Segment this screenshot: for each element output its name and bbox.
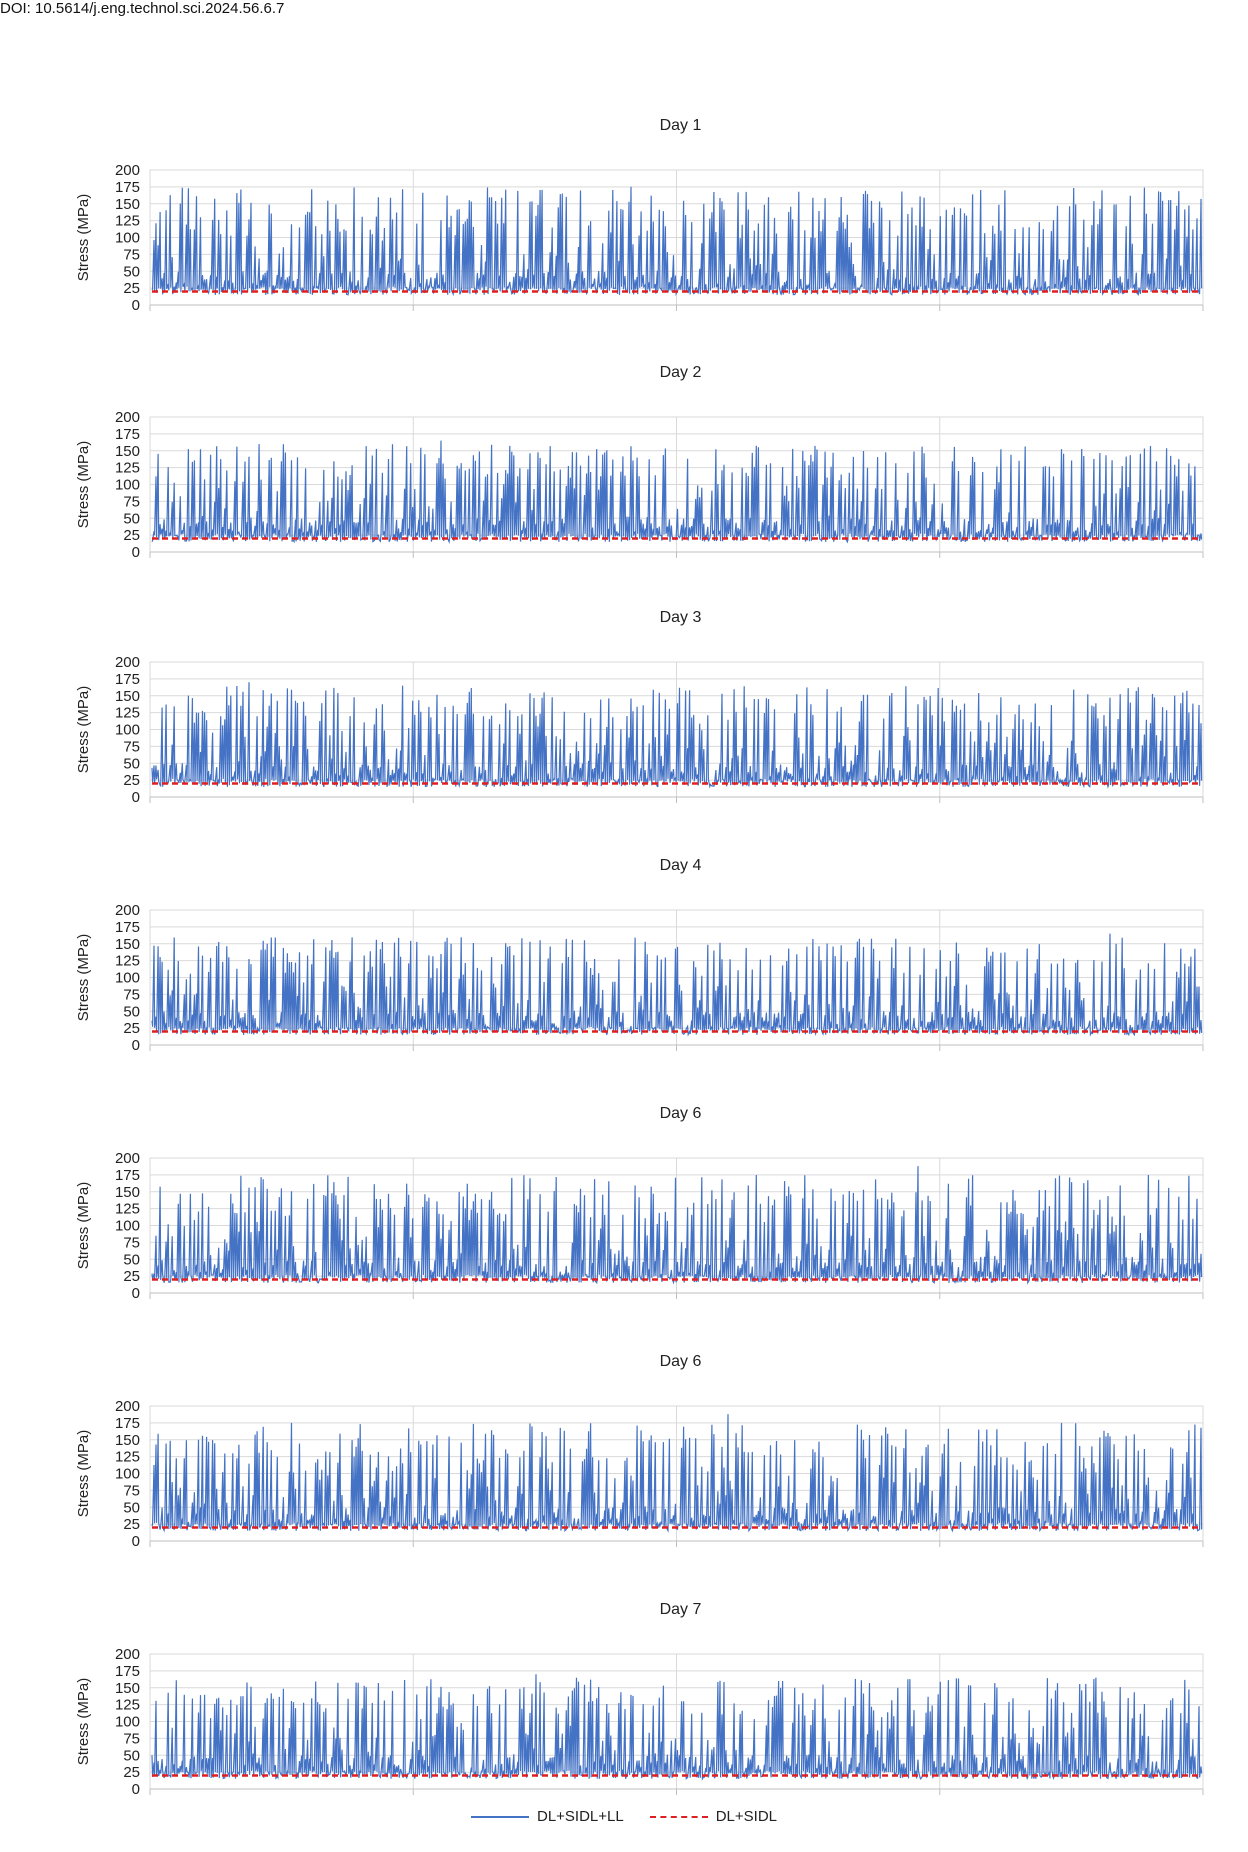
y-tick-label: 100 xyxy=(115,1218,140,1235)
series-live-load-line xyxy=(151,1414,1203,1533)
y-tick-label: 175 xyxy=(115,1663,140,1680)
y-tick-label: 100 xyxy=(115,1714,140,1731)
y-axis-label: Stress (MPa) xyxy=(75,441,92,529)
y-tick-label: 125 xyxy=(115,460,140,477)
y-tick-label: 75 xyxy=(123,1482,140,1499)
y-tick-label: 200 xyxy=(115,409,140,426)
chart-title: Day 6 xyxy=(660,1105,702,1122)
y-tick-label: 200 xyxy=(115,1398,140,1415)
y-tick-label: 100 xyxy=(115,1466,140,1483)
y-tick-label: 50 xyxy=(123,755,140,772)
y-tick-label: 0 xyxy=(132,1533,140,1550)
doi-text: DOI: 10.5614/j.eng.technol.sci.2024.56.6… xyxy=(0,0,285,17)
chart-title: Day 1 xyxy=(660,117,702,134)
y-tick-label: 50 xyxy=(123,1747,140,1764)
y-tick-label: 75 xyxy=(123,246,140,263)
y-tick-label: 175 xyxy=(115,179,140,196)
series-live-load-line xyxy=(151,1166,1203,1285)
y-tick-label: 100 xyxy=(115,722,140,739)
y-axis-label: Stress (MPa) xyxy=(75,1678,92,1766)
y-axis-label: Stress (MPa) xyxy=(75,194,92,282)
y-tick-label: 100 xyxy=(115,970,140,987)
series-live-load-line xyxy=(151,682,1203,789)
y-tick-label: 150 xyxy=(115,1184,140,1201)
y-tick-label: 75 xyxy=(123,986,140,1003)
chart-title: Day 6 xyxy=(660,1353,702,1370)
y-tick-label: 0 xyxy=(132,544,140,561)
y-tick-label: 25 xyxy=(123,1764,140,1781)
legend: DL+SIDL+LL DL+SIDL xyxy=(0,1808,1248,1825)
y-tick-label: 150 xyxy=(115,443,140,460)
legend-label-live-load: DL+SIDL+LL xyxy=(536,1808,624,1825)
y-tick-label: 200 xyxy=(115,654,140,671)
y-tick-label: 100 xyxy=(115,230,140,247)
y-tick-label: 75 xyxy=(123,493,140,510)
y-tick-label: 125 xyxy=(115,1201,140,1218)
y-tick-label: 25 xyxy=(123,1268,140,1285)
y-tick-label: 175 xyxy=(115,919,140,936)
y-tick-label: 150 xyxy=(115,1680,140,1697)
y-tick-label: 0 xyxy=(132,1285,140,1302)
y-axis-label: Stress (MPa) xyxy=(75,686,92,774)
y-tick-label: 0 xyxy=(132,1037,140,1054)
legend-item-live-load: DL+SIDL+LL xyxy=(470,1808,624,1825)
y-tick-label: 100 xyxy=(115,477,140,494)
y-tick-label: 175 xyxy=(115,426,140,443)
y-axis-label: Stress (MPa) xyxy=(75,1182,92,1270)
y-tick-label: 50 xyxy=(123,510,140,527)
y-tick-label: 200 xyxy=(115,902,140,919)
y-tick-label: 175 xyxy=(115,1167,140,1184)
y-tick-label: 75 xyxy=(123,1234,140,1251)
y-tick-label: 25 xyxy=(123,1020,140,1037)
legend-solid-line-icon xyxy=(470,1815,529,1818)
y-axis-label: Stress (MPa) xyxy=(75,934,92,1022)
y-tick-label: 150 xyxy=(115,1432,140,1449)
y-tick-label: 125 xyxy=(115,213,140,230)
y-tick-label: 175 xyxy=(115,671,140,688)
y-tick-label: 200 xyxy=(115,162,140,179)
y-tick-label: 150 xyxy=(115,196,140,213)
chart-title: Day 3 xyxy=(660,609,702,626)
y-tick-label: 175 xyxy=(115,1415,140,1432)
y-tick-label: 25 xyxy=(123,280,140,297)
y-tick-label: 125 xyxy=(115,705,140,722)
y-tick-label: 150 xyxy=(115,688,140,705)
y-axis-label: Stress (MPa) xyxy=(75,1430,92,1518)
y-tick-label: 200 xyxy=(115,1646,140,1663)
y-tick-label: 75 xyxy=(123,738,140,755)
y-tick-label: 75 xyxy=(123,1730,140,1747)
y-tick-label: 50 xyxy=(123,1251,140,1268)
y-tick-label: 0 xyxy=(132,789,140,806)
y-tick-label: 25 xyxy=(123,1516,140,1533)
y-tick-label: 125 xyxy=(115,953,140,970)
y-tick-label: 0 xyxy=(132,1781,140,1798)
y-tick-label: 150 xyxy=(115,936,140,953)
y-tick-label: 200 xyxy=(115,1150,140,1167)
series-live-load-line xyxy=(151,440,1203,545)
chart-title: Day 2 xyxy=(660,364,702,381)
y-tick-label: 25 xyxy=(123,772,140,789)
y-tick-label: 50 xyxy=(123,1499,140,1516)
y-tick-label: 50 xyxy=(123,263,140,280)
y-tick-label: 0 xyxy=(132,297,140,314)
chart-title: Day 4 xyxy=(660,857,702,874)
y-tick-label: 25 xyxy=(123,527,140,544)
legend-label-dead-load: DL+SIDL xyxy=(715,1808,778,1825)
legend-dashed-line-icon xyxy=(649,1815,708,1818)
y-tick-label: 125 xyxy=(115,1449,140,1466)
y-tick-label: 50 xyxy=(123,1003,140,1020)
y-tick-label: 125 xyxy=(115,1697,140,1714)
legend-item-dead-load: DL+SIDL xyxy=(649,1808,778,1825)
chart-title: Day 7 xyxy=(660,1601,702,1618)
